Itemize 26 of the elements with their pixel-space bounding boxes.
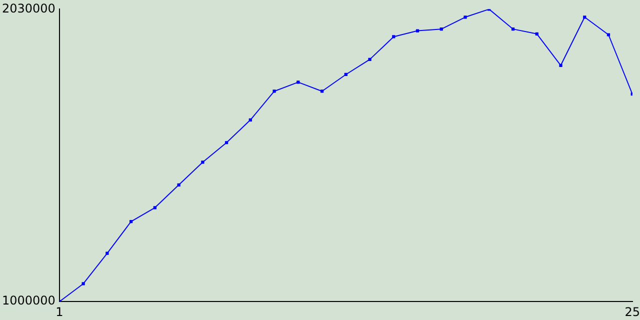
point xyxy=(320,90,324,93)
y-tick-label: 2030000 xyxy=(2,1,56,16)
point xyxy=(511,28,515,31)
point xyxy=(106,252,109,255)
point xyxy=(130,220,133,224)
point xyxy=(296,80,300,84)
x-tick-label: 25 xyxy=(624,304,640,319)
point xyxy=(606,33,610,36)
point xyxy=(368,58,372,62)
point xyxy=(559,64,562,67)
point xyxy=(344,72,348,76)
x-tick-label: 1 xyxy=(56,304,64,319)
point xyxy=(248,118,252,122)
point xyxy=(153,206,156,210)
point xyxy=(583,16,586,19)
point xyxy=(272,90,276,93)
point xyxy=(416,29,420,32)
y-tick-label: 1000000 xyxy=(2,294,56,308)
point xyxy=(440,28,443,31)
point xyxy=(224,141,228,144)
point xyxy=(177,183,180,186)
point xyxy=(535,32,538,36)
point xyxy=(82,282,85,286)
point xyxy=(464,16,467,19)
point xyxy=(201,160,204,164)
point xyxy=(392,35,396,38)
